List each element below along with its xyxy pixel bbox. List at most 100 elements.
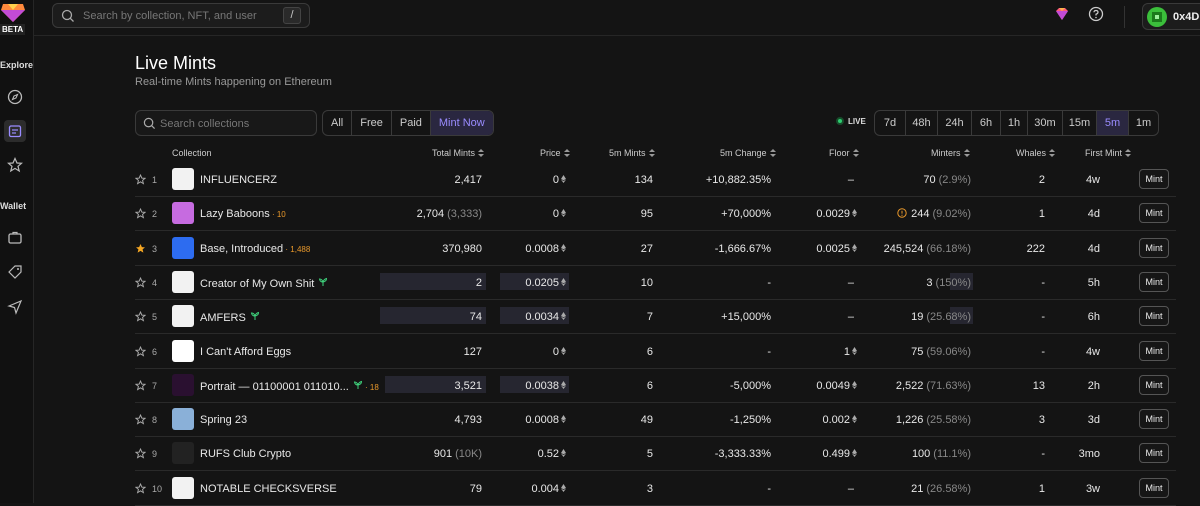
collection-thumbnail[interactable] bbox=[172, 168, 194, 190]
whales[interactable]: 222 bbox=[1026, 242, 1045, 255]
time-5m[interactable]: 5m bbox=[1097, 111, 1129, 135]
star-icon[interactable] bbox=[134, 412, 147, 430]
star-filled-icon[interactable] bbox=[135, 241, 146, 259]
time-6h[interactable]: 6h bbox=[972, 111, 1001, 135]
filter-all[interactable]: All bbox=[323, 111, 353, 135]
column-header-5m-mints[interactable]: 5m Mints bbox=[609, 148, 655, 158]
star-icon[interactable] bbox=[134, 344, 147, 362]
collection-thumbnail[interactable] bbox=[172, 373, 194, 396]
tag-icon[interactable] bbox=[4, 261, 26, 283]
filter-free[interactable]: Free bbox=[352, 111, 392, 135]
time-1m[interactable]: 1m bbox=[1135, 117, 1152, 129]
whales[interactable]: 3 bbox=[1038, 414, 1045, 427]
first-mint: 4w bbox=[1085, 174, 1100, 186]
column-header-minters[interactable]: Minters bbox=[931, 148, 970, 158]
filter-mint-now[interactable]: Mint Now bbox=[430, 111, 493, 135]
collection-thumbnail[interactable] bbox=[172, 305, 194, 328]
star-icon[interactable] bbox=[134, 446, 147, 464]
whales[interactable]: 1 bbox=[1038, 208, 1045, 221]
collection-name[interactable]: Portrait — 01100001 011010... · 18 bbox=[200, 380, 379, 393]
time-24h[interactable]: 24h bbox=[938, 111, 972, 135]
time-48h[interactable]: 48h bbox=[906, 111, 938, 135]
collection-search-input[interactable]: Search collections bbox=[135, 110, 317, 136]
briefcase-icon[interactable] bbox=[4, 226, 26, 248]
total-mints: 3,521 bbox=[454, 379, 482, 392]
collection-thumbnail[interactable] bbox=[172, 442, 194, 465]
collection-name[interactable]: NOTABLE CHECKSVERSE bbox=[200, 482, 337, 495]
total-mints: 127 bbox=[463, 345, 482, 358]
help-icon[interactable] bbox=[1088, 6, 1104, 22]
global-search-input[interactable]: Search by collection, NFT, and user / bbox=[52, 3, 310, 28]
row-rank: 9 bbox=[152, 449, 158, 460]
time-30m[interactable]: 30m bbox=[1028, 111, 1063, 135]
star-icon[interactable] bbox=[4, 154, 26, 176]
compass-icon[interactable] bbox=[4, 86, 26, 108]
star-icon[interactable] bbox=[134, 206, 147, 224]
row-rank: 6 bbox=[152, 346, 158, 357]
price: 0.0205 bbox=[525, 277, 566, 289]
eth-icon bbox=[559, 243, 566, 255]
collection-thumbnail[interactable] bbox=[172, 339, 194, 362]
filter-paid[interactable]: Paid bbox=[392, 111, 431, 135]
star-icon[interactable] bbox=[134, 172, 147, 190]
send-icon[interactable] bbox=[4, 296, 26, 318]
minters: 70 (2.9%) bbox=[923, 174, 971, 186]
star-icon[interactable] bbox=[134, 275, 147, 293]
mint-button[interactable]: Mint bbox=[1139, 169, 1169, 189]
star-icon[interactable] bbox=[134, 309, 147, 327]
mint-button[interactable]: Mint bbox=[1139, 409, 1169, 430]
column-header-first-mint[interactable]: First Mint bbox=[1085, 148, 1131, 158]
table-row[interactable]: 5 AMFERS 74 0.0034 7 +15,000% – 19 (25.68%) - 6h Mi… bbox=[134, 300, 1176, 335]
collection-name[interactable]: AMFERS bbox=[200, 311, 260, 324]
star-icon[interactable] bbox=[134, 378, 147, 396]
whales[interactable]: 13 bbox=[1032, 379, 1045, 392]
mint-button[interactable]: Mint bbox=[1139, 374, 1169, 395]
table-row[interactable]: 7 Portrait — 01100001 011010... · 18 3,521… bbox=[134, 369, 1176, 403]
gem-rewards-icon[interactable] bbox=[1054, 6, 1070, 22]
collection-name[interactable]: RUFS Club Crypto bbox=[200, 448, 292, 461]
whales[interactable]: 2 bbox=[1038, 174, 1045, 186]
time-1h[interactable]: 1h bbox=[1001, 111, 1028, 135]
mint-button[interactable]: Mint bbox=[1139, 237, 1169, 258]
table-row[interactable]: 9 RUFS Club Crypto 901 (10K) 0.52 5 -3,333.33%… bbox=[134, 437, 1176, 472]
total-mints-bar bbox=[379, 272, 486, 290]
mint-button[interactable]: Mint bbox=[1139, 443, 1169, 464]
time-15m[interactable]: 15m bbox=[1063, 111, 1097, 135]
table-row[interactable]: 8 Spring 23 4,793 0.0008 49 -1,250% 0.002 1,226… bbox=[134, 403, 1176, 438]
mint-button[interactable]: Mint bbox=[1139, 203, 1169, 224]
calendar-mint-icon[interactable] bbox=[4, 120, 26, 142]
column-header-whales[interactable]: Whales bbox=[1016, 148, 1056, 158]
mint-button[interactable]: Mint bbox=[1139, 477, 1169, 498]
five-min-mints: 49 bbox=[640, 414, 653, 427]
column-header-price[interactable]: Price bbox=[540, 148, 570, 158]
collection-thumbnail[interactable] bbox=[172, 202, 194, 225]
table-row[interactable]: 10 NOTABLE CHECKSVERSE 79 0.004 3 - – 21 (26.58%… bbox=[134, 472, 1176, 506]
mint-button[interactable]: Mint bbox=[1139, 306, 1169, 327]
column-header-total-mints[interactable]: Total Mints bbox=[432, 148, 485, 158]
collection-thumbnail[interactable] bbox=[172, 476, 194, 499]
whales[interactable]: 1 bbox=[1038, 482, 1045, 495]
collection-name[interactable]: Lazy Baboons · 10 bbox=[200, 208, 286, 221]
time-7d[interactable]: 7d bbox=[875, 111, 906, 135]
column-header-floor[interactable]: Floor bbox=[829, 148, 859, 158]
wallet-button[interactable]: 0x4D... bbox=[1142, 3, 1200, 30]
mint-button[interactable]: Mint bbox=[1139, 271, 1169, 292]
collection-thumbnail[interactable] bbox=[172, 408, 194, 431]
table-row[interactable]: 1 INFLUENCERZ 2,417 0 134 +10,882.35% – 70 (2.9%… bbox=[134, 163, 1176, 197]
collection-name[interactable]: I Can't Afford Eggs bbox=[200, 345, 292, 358]
row-rank: 8 bbox=[152, 415, 158, 426]
collection-name[interactable]: Spring 23 bbox=[200, 414, 248, 427]
collection-thumbnail[interactable] bbox=[172, 236, 194, 259]
collection-name[interactable]: Creator of My Own Shit bbox=[200, 277, 328, 290]
table-row[interactable]: 2 Lazy Baboons · 10 2,704 (3,333) 0 95 +70,000… bbox=[134, 197, 1176, 232]
table-row[interactable]: 4 Creator of My Own Shit 2 0.0205 10 - – 3 (150%… bbox=[134, 266, 1176, 300]
collection-name[interactable]: Base, Introduced · 1,488 bbox=[200, 242, 311, 255]
collection-thumbnail[interactable] bbox=[172, 270, 194, 293]
collection-name[interactable]: INFLUENCERZ bbox=[200, 174, 278, 186]
star-icon[interactable] bbox=[134, 481, 147, 499]
table-row[interactable]: 6 I Can't Afford Eggs 127 0 6 - 1 75 (59.06%) - 4w… bbox=[134, 335, 1176, 369]
table-row[interactable]: 3 Base, Introduced · 1,488 370,980 0.0008 27… bbox=[135, 232, 1176, 266]
mint-button[interactable]: Mint bbox=[1139, 340, 1169, 361]
column-header-5m-change[interactable]: 5m Change bbox=[720, 148, 776, 158]
gem-logo-icon[interactable] bbox=[0, 0, 26, 34]
